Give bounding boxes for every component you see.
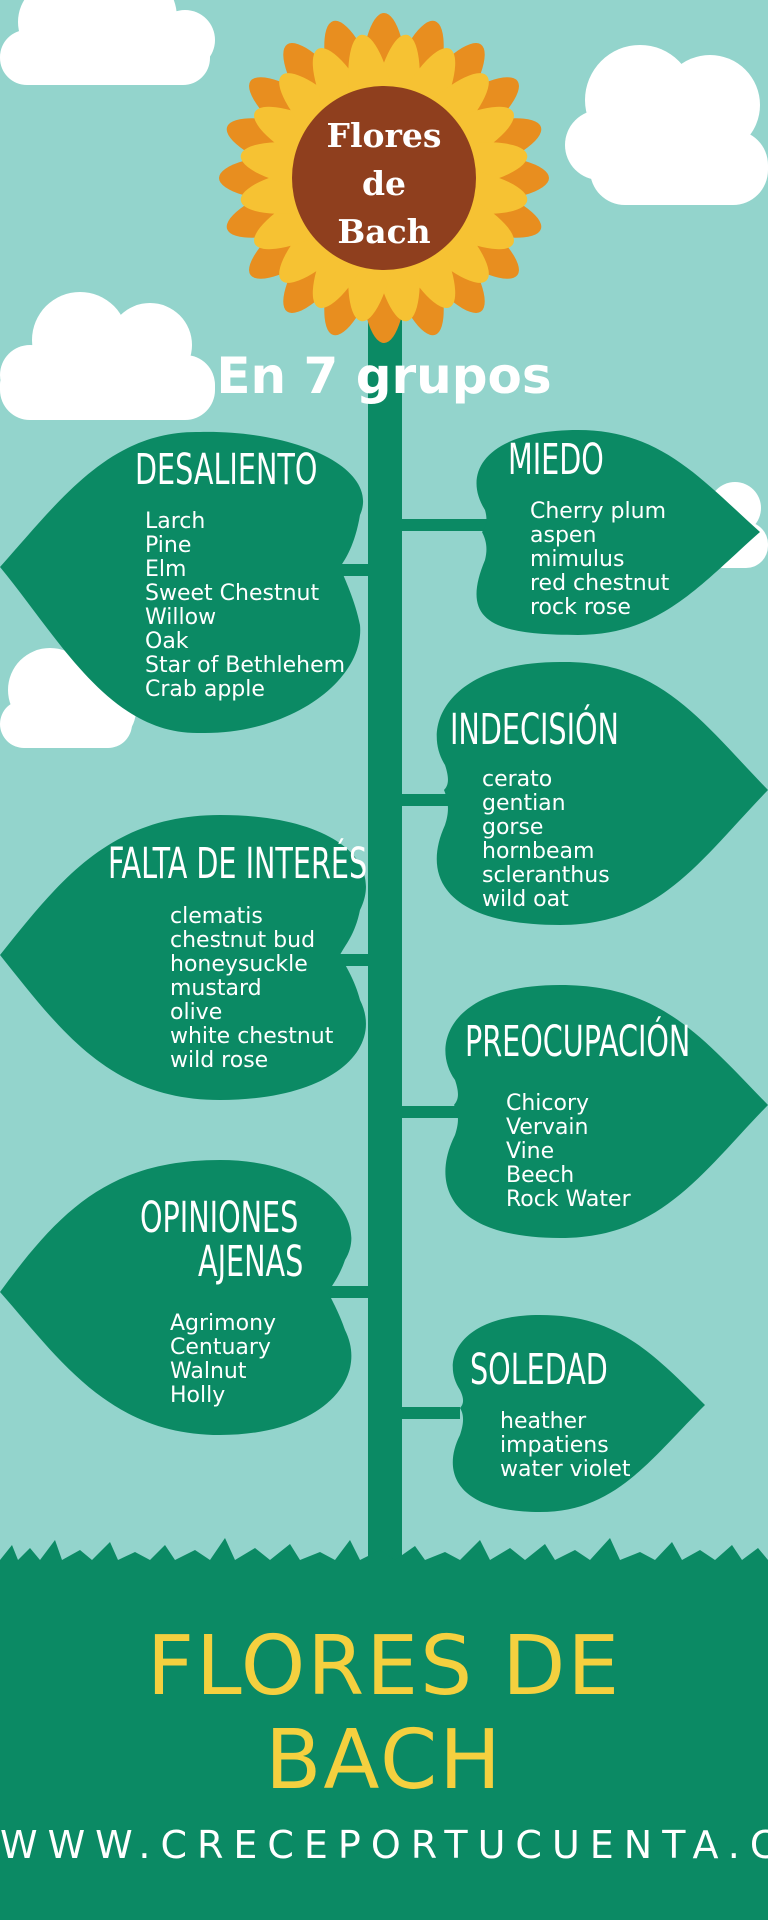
cloud-top-left [0,0,215,85]
leaf-desaliento [0,431,364,734]
list-item: water violet [500,1457,631,1482]
list-item: Star of Bethlehem [145,653,346,678]
flower-title-line2: de [361,164,407,203]
list-item: chestnut bud [170,928,316,953]
list-item: red chestnut [530,571,670,596]
list-item: olive [170,1000,223,1025]
group-title-indecision: INDECISIÓN [450,705,619,755]
list-item: gorse [482,815,544,840]
leaves [0,430,768,1512]
list-item: impatiens [500,1433,609,1458]
list-item: Rock Water [506,1187,631,1212]
list-item: wild rose [170,1048,269,1073]
group-list-indecision: cerato gentian gorse hornbeam scleranthu… [482,768,610,912]
list-item: hornbeam [482,839,595,864]
cloud-mid-left [0,292,215,420]
group-title-preocupacion: PREOCUPACIÓN [465,1017,691,1067]
sunflower [219,13,549,343]
leaf-falta-de-interes [0,815,366,1100]
footer-title: FLORES DE BACH [0,1620,768,1808]
list-item: Sweet Chestnut [145,581,320,606]
group-list-falta-de-interes: clematis chestnut bud honeysuckle mustar… [170,905,333,1073]
group-title-opiniones-ajenas-line2: AJENAS [198,1237,304,1287]
list-item: rock rose [530,595,631,620]
group-list-soledad: heather impatiens water violet [500,1410,631,1482]
ground [0,1538,768,1920]
list-item: Walnut [170,1359,247,1384]
footer-title-line2: BACH [265,1713,503,1808]
list-item: honeysuckle [170,952,308,977]
group-title-desaliento: DESALIENTO [135,445,318,495]
list-item: Centuary [170,1335,271,1360]
stem [368,270,402,1570]
leaf-indecision [436,661,768,925]
list-item: mimulus [530,547,625,572]
list-item: cerato [482,767,553,792]
list-item: Cherry plum [530,499,667,524]
footer-url: WWW.CRECEPORTUCUENTA.COM [0,1823,768,1867]
leaf-soledad [452,1315,705,1512]
flower-title: Flores de Bach [300,112,468,256]
list-item: aspen [530,523,597,548]
group-title-opiniones-ajenas-line1: OPINIONES [140,1193,299,1243]
group-list-desaliento: Larch Pine Elm Sweet Chestnut Willow Oak… [145,510,345,702]
list-item: mustard [170,976,262,1001]
group-title-soledad: SOLEDAD [470,1345,608,1395]
subtitle: En 7 grupos [216,347,552,405]
list-item: gentian [482,791,566,816]
flower-title-line1: Flores [326,116,442,155]
list-item: Chicory [506,1091,590,1116]
flower-title-line3: Bach [337,212,431,251]
list-item: heather [500,1409,587,1434]
cloud-top-right [565,45,768,205]
branches [320,519,490,1419]
flower-center [292,86,476,270]
group-title-miedo: MIEDO [508,435,604,485]
list-item: Vine [506,1139,555,1164]
group-list-miedo: Cherry plum aspen mimulus red chestnut r… [530,500,669,620]
list-item: scleranthus [482,863,610,888]
group-list-preocupacion: Chicory Vervain Vine Beech Rock Water [506,1092,631,1212]
leaf-preocupacion [445,985,768,1238]
list-item: Elm [145,557,187,582]
list-item: Vervain [506,1115,589,1140]
list-item: Crab apple [145,677,265,702]
list-item: Willow [145,605,217,630]
list-item: clematis [170,904,263,929]
list-item: Pine [145,533,192,558]
list-item: Oak [145,629,189,654]
group-title-falta-de-interes: FALTA DE INTERÉS [108,839,368,889]
list-item: Holly [170,1383,226,1408]
list-item: white chestnut [170,1024,334,1049]
list-item: Larch [145,509,206,534]
group-list-opiniones-ajenas: Agrimony Centuary Walnut Holly [170,1312,276,1408]
leaf-opiniones-ajenas [0,1160,352,1435]
list-item: wild oat [482,887,569,912]
list-item: Agrimony [170,1311,277,1336]
leaf-miedo [476,430,760,635]
footer-title-line1: FLORES DE [146,1619,622,1714]
list-item: Beech [506,1163,575,1188]
